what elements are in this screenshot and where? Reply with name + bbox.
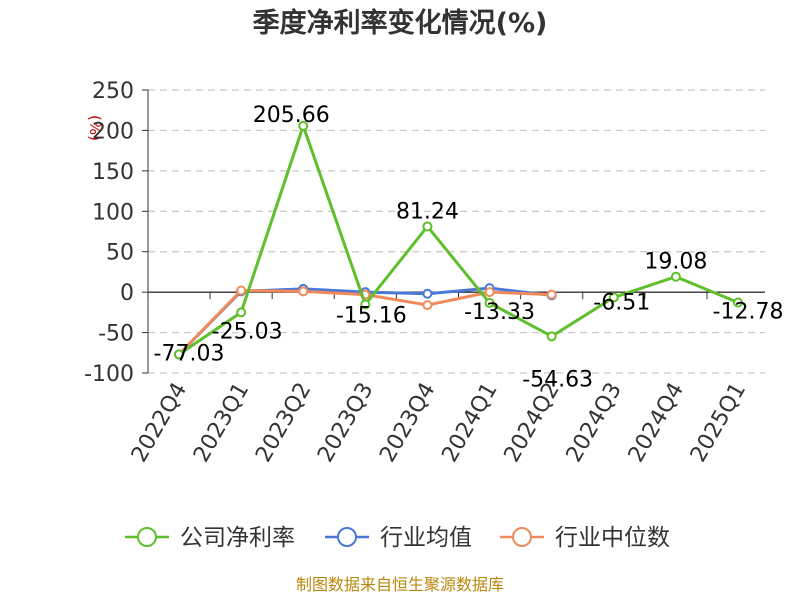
x-tick-label: 2023Q3 <box>313 379 378 467</box>
data-point <box>360 299 371 310</box>
legend-item[interactable]: 公司净利率 <box>125 525 295 551</box>
data-point <box>608 292 619 303</box>
legend-item[interactable]: 行业中位数 <box>500 525 670 551</box>
data-point <box>546 289 557 300</box>
x-tick-label: 2024Q1 <box>437 379 502 467</box>
y-tick-labels: 250 200 150 100 50 0 -50 -100 <box>84 79 134 387</box>
legend-item[interactable]: 行业均值 <box>325 525 472 551</box>
data-point <box>174 349 184 360</box>
series-line <box>178 124 739 356</box>
y-tick-label: 250 <box>92 79 134 104</box>
y-tick-label: -50 <box>98 322 134 347</box>
data-label: -54.63 <box>522 367 593 392</box>
source-note: 制图数据来自恒生聚源数据库 <box>296 575 504 594</box>
data-label: 19.08 <box>644 250 707 275</box>
data-label: -13.33 <box>464 300 535 325</box>
x-tick-label: 2024Q4 <box>624 379 689 467</box>
y-tick-label: 0 <box>120 281 134 306</box>
data-point <box>236 285 247 296</box>
x-tick-label: 2023Q1 <box>189 379 254 467</box>
legend[interactable]: 公司净利率 行业均值 行业中位数 <box>125 525 670 551</box>
legend-marker <box>337 527 357 547</box>
data-point <box>298 120 309 131</box>
legend-label: 行业中位数 <box>555 525 670 551</box>
data-label: -15.16 <box>336 303 407 328</box>
data-point <box>484 287 495 298</box>
y-tick-label: 200 <box>92 119 134 144</box>
legend-label: 公司净利率 <box>180 525 295 551</box>
data-point <box>422 221 433 232</box>
data-label: -25.03 <box>212 319 283 344</box>
data-point <box>733 297 743 308</box>
data-point <box>236 307 247 318</box>
data-label: -12.78 <box>713 299 784 324</box>
data-label: 81.24 <box>396 199 459 224</box>
y-tick-label: 50 <box>106 241 134 266</box>
legend-marker <box>512 527 532 547</box>
data-label: 205.66 <box>253 103 330 128</box>
data-point <box>422 300 433 311</box>
data-point <box>298 286 309 297</box>
data-labels: -77.03-25.03 205.66 -15.16 81.24 -13.33 -54.6… <box>154 103 784 392</box>
y-tick-label: 100 <box>92 200 134 225</box>
x-tick-label: 2025Q1 <box>686 379 751 467</box>
grid-lines <box>148 89 765 374</box>
data-point <box>484 297 495 308</box>
y-tick-label: 150 <box>92 160 134 185</box>
data-point <box>422 288 433 299</box>
data-label: -77.03 <box>154 341 225 366</box>
x-tick-label: 2022Q4 <box>127 379 192 467</box>
legend-label: 行业均值 <box>380 525 472 551</box>
data-label: -6.51 <box>593 290 650 315</box>
data-point <box>670 271 681 282</box>
x-tick-label: 2023Q2 <box>251 379 316 467</box>
y-tick-label: -100 <box>84 362 134 387</box>
y-axis-unit: (%) <box>86 115 104 141</box>
chart-title: 季度净利率变化情况(%) <box>253 7 548 39</box>
series-lines <box>174 120 743 360</box>
legend-marker <box>137 527 157 547</box>
x-tick-label: 2023Q4 <box>375 379 440 467</box>
data-point <box>546 331 557 342</box>
